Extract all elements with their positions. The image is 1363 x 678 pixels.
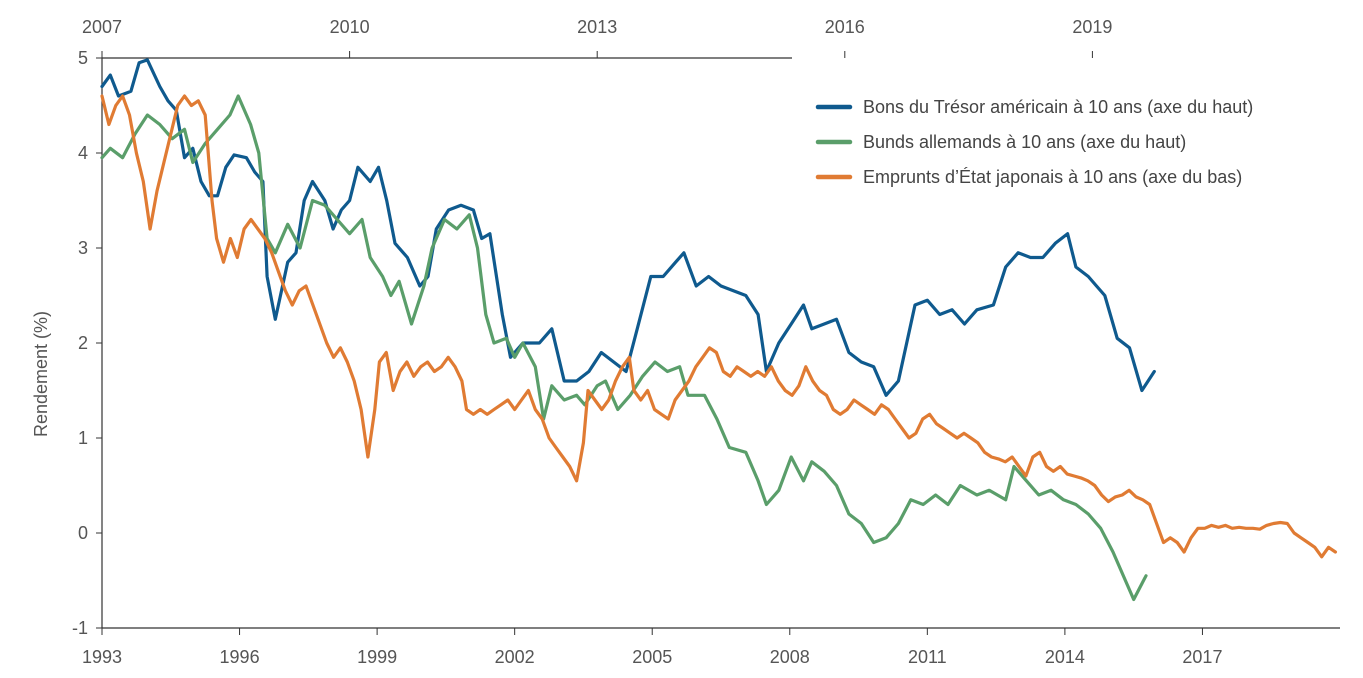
x-bottom-tick-label: 2011 <box>908 647 947 667</box>
legend-label: Emprunts d’État japonais à 10 ans (axe d… <box>863 167 1242 187</box>
x-bottom-tick-label: 2017 <box>1182 647 1222 667</box>
x-top-tick-label: 2019 <box>1072 17 1112 37</box>
x-top-tick-label: 2013 <box>577 17 617 37</box>
series-lines <box>100 58 1337 602</box>
y-tick-label: 4 <box>78 143 88 163</box>
x-bottom-tick-label: 2008 <box>770 647 810 667</box>
us-treasury-series-line <box>100 58 1156 397</box>
legend-label: Bunds allemands à 10 ans (axe du haut) <box>863 132 1186 152</box>
y-tick-label: 0 <box>78 523 88 543</box>
y-axis-title: Rendement (%) <box>31 311 51 437</box>
y-tick-label: 1 <box>78 428 88 448</box>
x-top-tick-label: 2007 <box>82 17 122 37</box>
jgb-series-line <box>100 94 1337 559</box>
y-tick-label: -1 <box>72 618 88 638</box>
legend: Bons du Trésor américain à 10 ans (axe d… <box>815 97 1253 187</box>
x-bottom-tick-label: 1999 <box>357 647 397 667</box>
y-tick-label: 5 <box>78 48 88 68</box>
x-bottom-tick-label: 2014 <box>1045 647 1085 667</box>
x-bottom-tick-label: 1996 <box>220 647 260 667</box>
y-tick-label: 3 <box>78 238 88 258</box>
x-bottom-tick-label: 1993 <box>82 647 122 667</box>
x-top-tick-label: 2010 <box>330 17 370 37</box>
axes: 5 4 3 2 1 0 -1 1993 1996 1999 2002 2005 2008 2011 2014… <box>72 17 1340 667</box>
x-bottom-tick-label: 2005 <box>632 647 672 667</box>
legend-label: Bons du Trésor américain à 10 ans (axe d… <box>863 97 1253 117</box>
x-bottom-tick-label: 2002 <box>495 647 535 667</box>
x-top-tick-label: 2016 <box>825 17 865 37</box>
y-tick-label: 2 <box>78 333 88 353</box>
